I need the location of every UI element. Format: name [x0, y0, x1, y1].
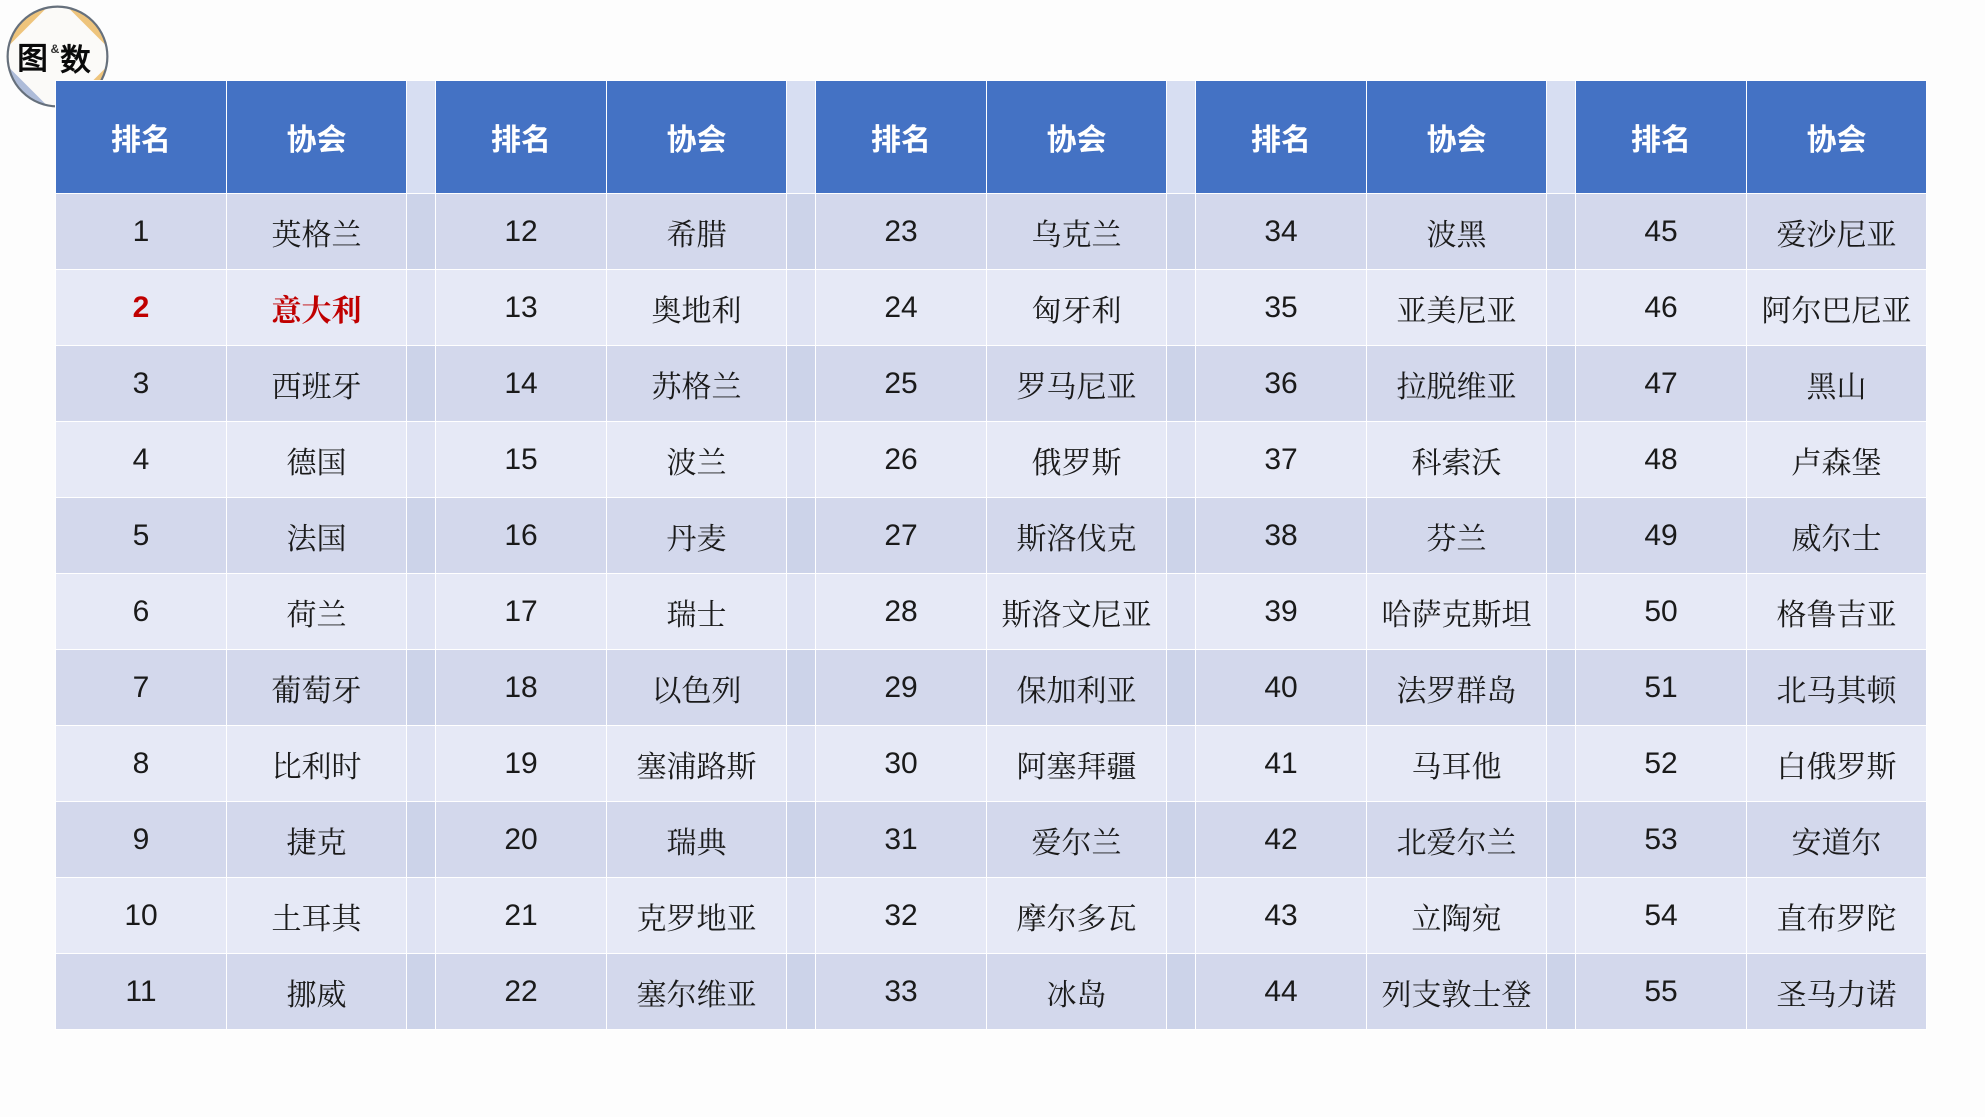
svg-text:图: 图 — [17, 42, 48, 76]
svg-text:&: & — [51, 42, 60, 56]
svg-text:数: 数 — [60, 44, 91, 78]
